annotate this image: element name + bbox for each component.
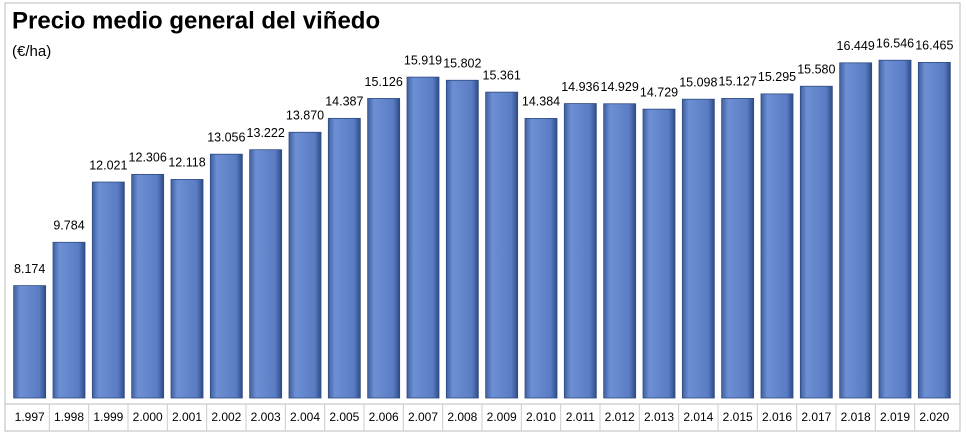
x-tick-label: 2.005 bbox=[329, 410, 359, 424]
x-tick-label: 2.014 bbox=[683, 410, 713, 424]
bar bbox=[209, 153, 243, 399]
value-label: 13.056 bbox=[207, 130, 245, 144]
x-tick-label: 2.017 bbox=[801, 410, 831, 424]
bar bbox=[878, 59, 912, 399]
x-tick-label: 1.997 bbox=[15, 410, 45, 424]
chart-title: Precio medio general del viñedo bbox=[12, 7, 380, 34]
x-tick-label: 1.998 bbox=[54, 410, 84, 424]
x-tick-label: 2.016 bbox=[762, 410, 792, 424]
value-label: 15.919 bbox=[404, 53, 442, 67]
x-tick-label: 2.007 bbox=[408, 410, 438, 424]
value-label: 14.936 bbox=[561, 80, 599, 94]
bar bbox=[524, 118, 558, 399]
value-label: 9.784 bbox=[53, 219, 84, 233]
x-tick-label: 2.010 bbox=[526, 410, 556, 424]
value-label: 8.174 bbox=[14, 262, 45, 276]
value-label: 15.361 bbox=[483, 68, 521, 82]
x-tick-label: 2.002 bbox=[211, 410, 241, 424]
value-label: 16.546 bbox=[876, 37, 914, 51]
chart-subtitle: (€/ha) bbox=[12, 43, 51, 60]
value-label: 15.098 bbox=[679, 76, 717, 90]
bar bbox=[170, 179, 204, 399]
value-label: 13.222 bbox=[247, 126, 285, 140]
bar bbox=[445, 79, 479, 399]
x-tick-label: 2.006 bbox=[369, 410, 399, 424]
value-label: 15.127 bbox=[719, 75, 757, 89]
bar bbox=[603, 103, 637, 399]
bar bbox=[327, 117, 361, 399]
x-tick-label: 2.000 bbox=[133, 410, 163, 424]
x-tick-label: 2.012 bbox=[605, 410, 635, 424]
x-tick-label: 1.999 bbox=[93, 410, 123, 424]
bar bbox=[642, 108, 676, 399]
value-label: 13.870 bbox=[286, 109, 324, 123]
x-tick-label: 2.013 bbox=[644, 410, 674, 424]
value-label: 16.465 bbox=[915, 39, 953, 53]
x-tick-label: 2.020 bbox=[919, 410, 949, 424]
bar bbox=[721, 98, 755, 399]
value-label: 12.118 bbox=[168, 156, 205, 170]
bar bbox=[917, 62, 951, 399]
value-label: 15.126 bbox=[365, 75, 403, 89]
value-label: 14.387 bbox=[325, 95, 363, 109]
x-tick-label: 2.003 bbox=[251, 410, 281, 424]
x-tick-label: 2.009 bbox=[487, 410, 517, 424]
bar bbox=[681, 98, 715, 399]
bar bbox=[288, 131, 322, 399]
x-tick-label: 2.015 bbox=[723, 410, 753, 424]
x-tick-label: 2.001 bbox=[172, 410, 202, 424]
bar bbox=[131, 173, 165, 399]
x-tick-label: 2.008 bbox=[447, 410, 477, 424]
bar bbox=[563, 103, 597, 399]
bar bbox=[406, 76, 440, 399]
value-label: 15.580 bbox=[797, 63, 835, 77]
bar bbox=[760, 93, 794, 399]
bar bbox=[91, 181, 125, 399]
value-label: 14.729 bbox=[640, 85, 678, 99]
value-label: 14.929 bbox=[601, 80, 639, 94]
x-tick-label: 2.004 bbox=[290, 410, 320, 424]
x-tick-label: 2.011 bbox=[566, 410, 595, 424]
bar bbox=[839, 62, 873, 399]
x-tick-label: 2.018 bbox=[841, 410, 871, 424]
value-label: 12.306 bbox=[129, 151, 167, 165]
x-tick-label: 2.019 bbox=[880, 410, 910, 424]
value-label: 12.021 bbox=[89, 158, 127, 172]
bar bbox=[367, 98, 401, 399]
value-label: 15.295 bbox=[758, 70, 796, 84]
value-label: 16.449 bbox=[837, 39, 875, 53]
bar bbox=[13, 285, 47, 399]
bar bbox=[52, 241, 86, 399]
bar bbox=[249, 149, 283, 399]
bar bbox=[485, 91, 519, 399]
value-label: 14.384 bbox=[522, 95, 560, 109]
bar bbox=[799, 85, 833, 399]
value-label: 15.802 bbox=[443, 57, 481, 71]
